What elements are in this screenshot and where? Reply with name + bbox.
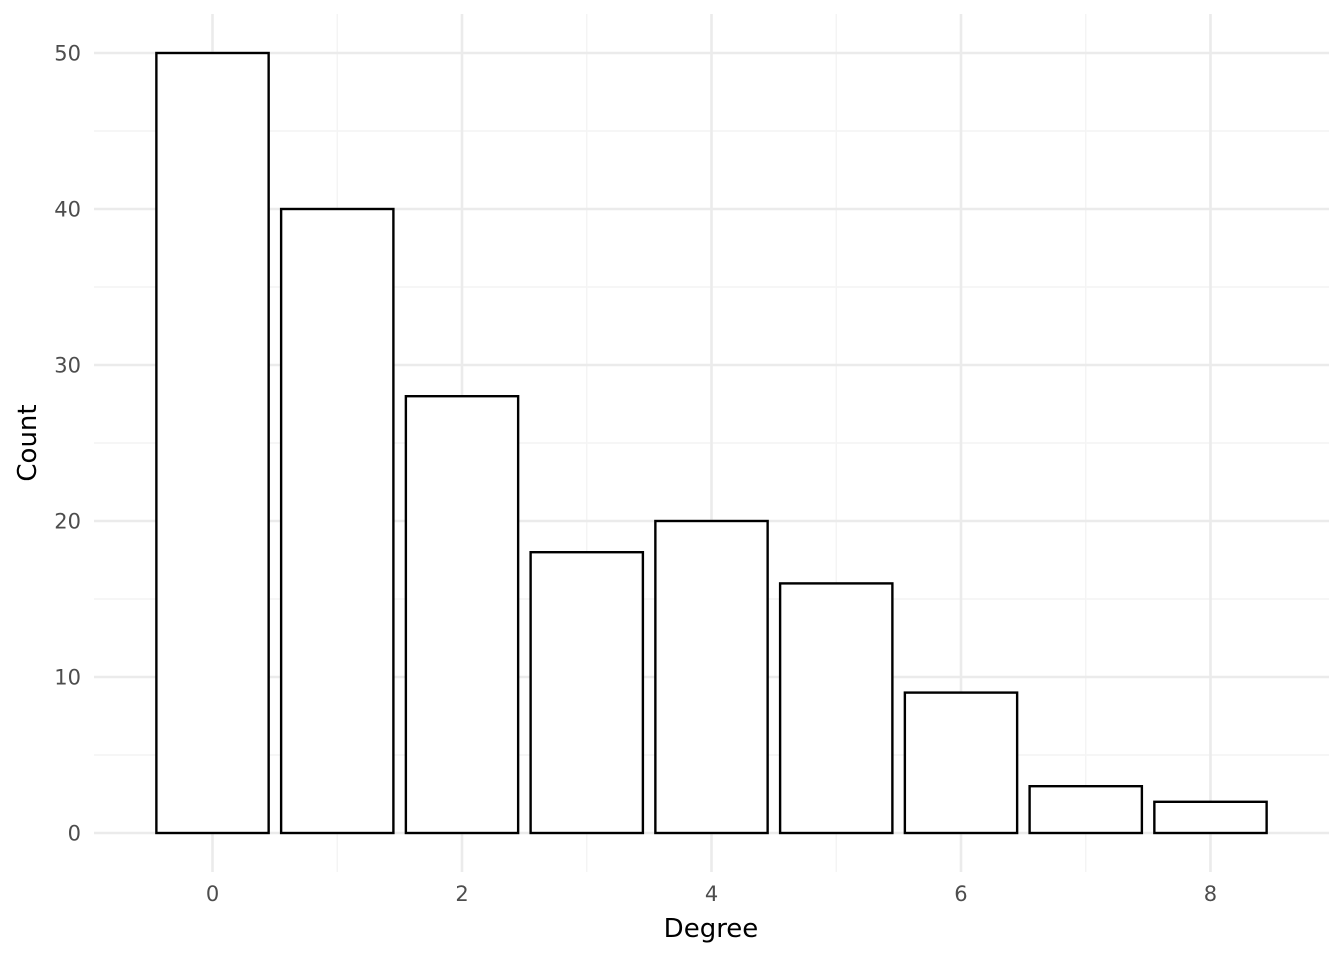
bar-degree-1 <box>279 207 395 835</box>
bar-degree-0 <box>155 51 270 835</box>
y-tick-label: 40 <box>54 198 81 222</box>
y-tick-label: 20 <box>54 510 81 534</box>
x-tick-label: 0 <box>206 882 219 906</box>
bars <box>155 51 1268 835</box>
y-tick-label: 30 <box>54 354 81 378</box>
bar-degree-7 <box>1028 785 1144 835</box>
x-tick-label: 8 <box>1204 882 1217 906</box>
x-tick-label: 4 <box>705 882 718 906</box>
bar-degree-2 <box>404 395 520 835</box>
x-axis-ticks: 0 2 4 6 8 <box>206 882 1217 906</box>
y-axis-ticks: 0 10 20 30 40 50 <box>54 42 81 846</box>
x-tick-label: 6 <box>954 882 967 906</box>
y-tick-label: 10 <box>54 666 81 690</box>
x-axis-title: Degree <box>664 914 759 944</box>
bar-degree-3 <box>529 551 645 835</box>
y-tick-label: 0 <box>68 822 81 846</box>
bar-degree-6 <box>903 691 1019 835</box>
y-tick-label: 50 <box>54 42 81 66</box>
x-tick-label: 2 <box>455 882 468 906</box>
y-axis-title: Count <box>13 404 43 481</box>
bar-degree-4 <box>654 519 769 835</box>
bar-degree-5 <box>778 582 894 835</box>
bar-degree-8 <box>1153 800 1268 835</box>
